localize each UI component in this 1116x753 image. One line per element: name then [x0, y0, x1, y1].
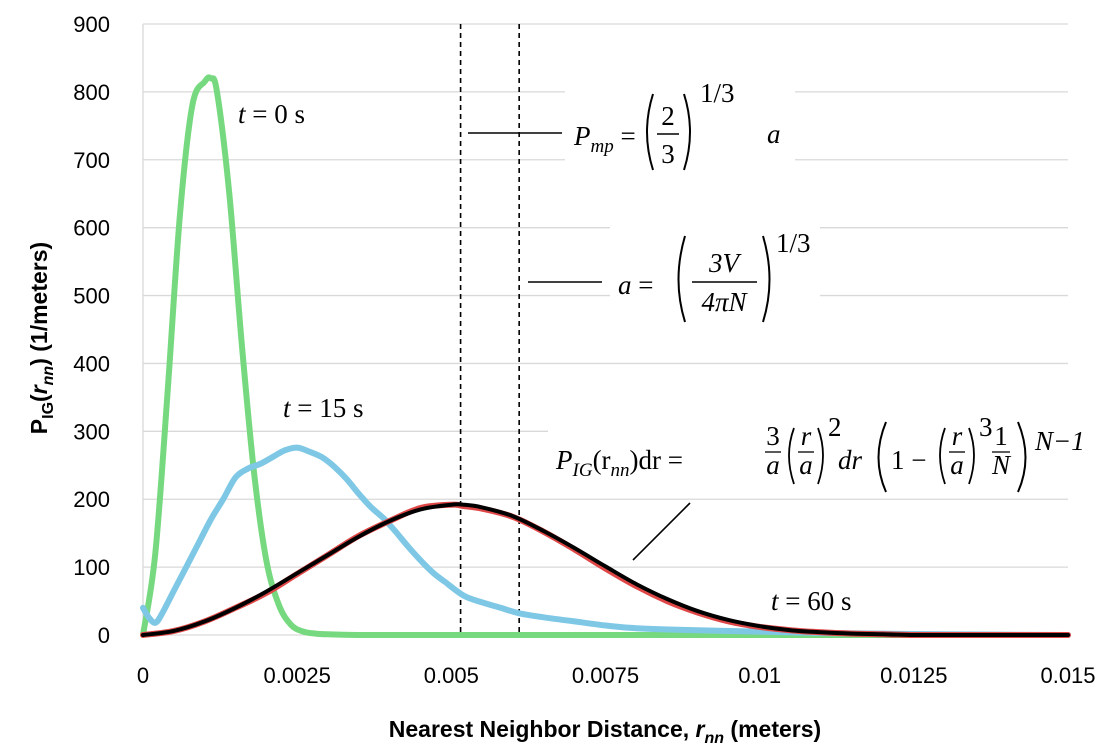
reference-lines	[459, 24, 520, 635]
label-t60: t = 60 s	[771, 586, 852, 616]
a-equation: a = 3V 4πN 1/3	[610, 225, 820, 325]
y-tick-label: 800	[73, 80, 110, 105]
svg-text:a: a	[767, 119, 781, 149]
svg-text:3: 3	[661, 139, 675, 169]
svg-text:PIG(rnn)dr =: PIG(rnn)dr =	[555, 445, 683, 481]
svg-text:1/3: 1/3	[700, 78, 735, 108]
svg-text:3V: 3V	[708, 248, 743, 278]
series-t-0-s	[140, 74, 1071, 639]
x-tick-label: 0.0075	[572, 663, 639, 688]
svg-text:Pmp =: Pmp =	[573, 121, 636, 157]
svg-text:N: N	[991, 450, 1012, 480]
x-tick-labels: 0 0.0025 0.005 0.0075 0.01 0.0125 0.015	[137, 663, 1096, 688]
svg-text:a: a	[950, 450, 964, 480]
svg-text:1/3: 1/3	[776, 228, 811, 258]
x-tick-label: 0	[137, 663, 149, 688]
svg-text:a: a	[766, 450, 780, 480]
pig-equation: PIG(rnn)dr = 3 a r a 2 dr 1 − r a 3 1 N …	[548, 412, 1096, 498]
pmp-equation: Pmp = 2 3 1/3 a	[565, 78, 795, 178]
y-tick-labels: 0 100 200 300 400 500 600 700 800 900	[73, 12, 110, 648]
y-tick-label: 600	[73, 216, 110, 241]
x-tick-label: 0.005	[424, 663, 479, 688]
y-tick-label: 700	[73, 148, 110, 173]
series-lines	[140, 74, 1071, 639]
label-t0: t = 0 s	[238, 99, 305, 129]
y-tick-label: 400	[73, 351, 110, 376]
svg-text:r: r	[952, 421, 963, 451]
pig-leader-line	[632, 502, 691, 561]
svg-text:2: 2	[828, 412, 842, 442]
y-axis-title: PIG(rnn) (1/meters)	[26, 242, 57, 434]
series-t-60-s-fit	[141, 502, 1070, 637]
svg-text:r: r	[801, 421, 812, 451]
svg-text:1: 1	[994, 421, 1008, 451]
y-tick-label: 200	[73, 487, 110, 512]
svg-text:dr: dr	[838, 445, 863, 475]
svg-text:N−1: N−1	[1034, 426, 1085, 456]
x-tick-label: 0.0125	[880, 663, 947, 688]
x-tick-label: 0.01	[738, 663, 781, 688]
svg-text:a: a	[799, 450, 813, 480]
y-tick-label: 900	[73, 12, 110, 37]
x-axis-title: Nearest Neighbor Distance, rnn (meters)	[389, 716, 821, 747]
x-tick-label: 0.015	[1040, 663, 1095, 688]
label-t15: t = 15 s	[283, 393, 364, 423]
y-tick-label: 500	[73, 284, 110, 309]
series-t-15-s	[140, 444, 1071, 638]
y-tick-label: 0	[98, 623, 110, 648]
svg-text:1 −: 1 −	[891, 445, 926, 475]
y-tick-label: 100	[73, 555, 110, 580]
svg-text:3: 3	[979, 412, 993, 442]
svg-text:3: 3	[766, 421, 780, 451]
svg-text:a =: a =	[618, 270, 653, 300]
svg-text:2: 2	[661, 101, 675, 131]
svg-text:4πN: 4πN	[701, 287, 748, 317]
x-tick-label: 0.0025	[264, 663, 331, 688]
y-tick-label: 300	[73, 419, 110, 444]
